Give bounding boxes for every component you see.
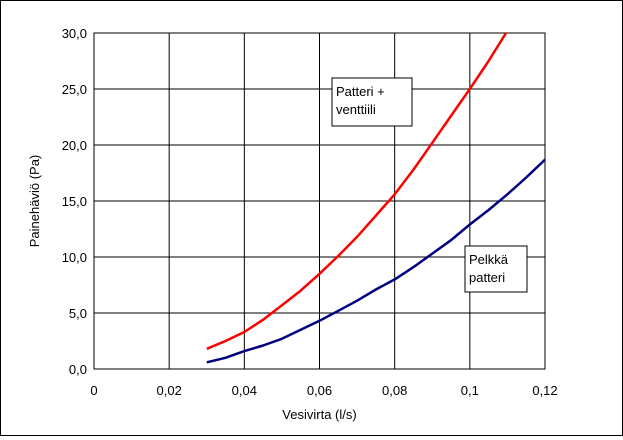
annotation-line-1: Pelkkä <box>469 252 509 267</box>
x-tick-label: 0,04 <box>232 383 257 398</box>
x-tick-label: 0,08 <box>382 383 407 398</box>
series-line-patteri-venttiili <box>206 33 508 350</box>
y-tick-label: 20,0 <box>62 138 87 153</box>
y-tick-label: 30,0 <box>62 26 87 41</box>
annotation-line-2: patteri <box>469 270 505 285</box>
series-line-pelkka-patteri <box>206 158 545 364</box>
annotation-box <box>464 245 528 293</box>
y-tick-label: 15,0 <box>62 194 87 209</box>
annotation-box <box>331 77 413 127</box>
annotation-line-2: venttiili <box>336 102 376 117</box>
y-tick-label: 10,0 <box>62 250 87 265</box>
grid <box>93 32 546 370</box>
annotation-pelkka-patteri: Pelkkä patteri <box>464 245 528 293</box>
y-tick-label: 0,0 <box>69 362 87 377</box>
y-tick-label: 5,0 <box>69 306 87 321</box>
y-axis-title: Painehäviö (Pa) <box>27 155 42 248</box>
x-tick-label: 0,1 <box>461 383 479 398</box>
x-axis-title: Vesivirta (l/s) <box>282 407 356 422</box>
y-axis-ticks: 0,0 5,0 10,0 15,0 20,0 25,0 30,0 <box>62 26 87 377</box>
plot-area-border <box>93 32 546 370</box>
x-tick-label: 0,06 <box>307 383 332 398</box>
annotation-line-1: Patteri + <box>336 84 385 99</box>
x-tick-label: 0 <box>90 383 97 398</box>
annotation-patteri-venttiili: Patteri + venttiili <box>331 77 413 127</box>
x-tick-label: 0,02 <box>157 383 182 398</box>
y-tick-label: 25,0 <box>62 82 87 97</box>
x-tick-label: 0,12 <box>532 383 557 398</box>
x-axis-ticks: 0 0,02 0,04 0,06 0,08 0,1 0,12 <box>90 383 557 398</box>
series-group <box>206 33 545 364</box>
